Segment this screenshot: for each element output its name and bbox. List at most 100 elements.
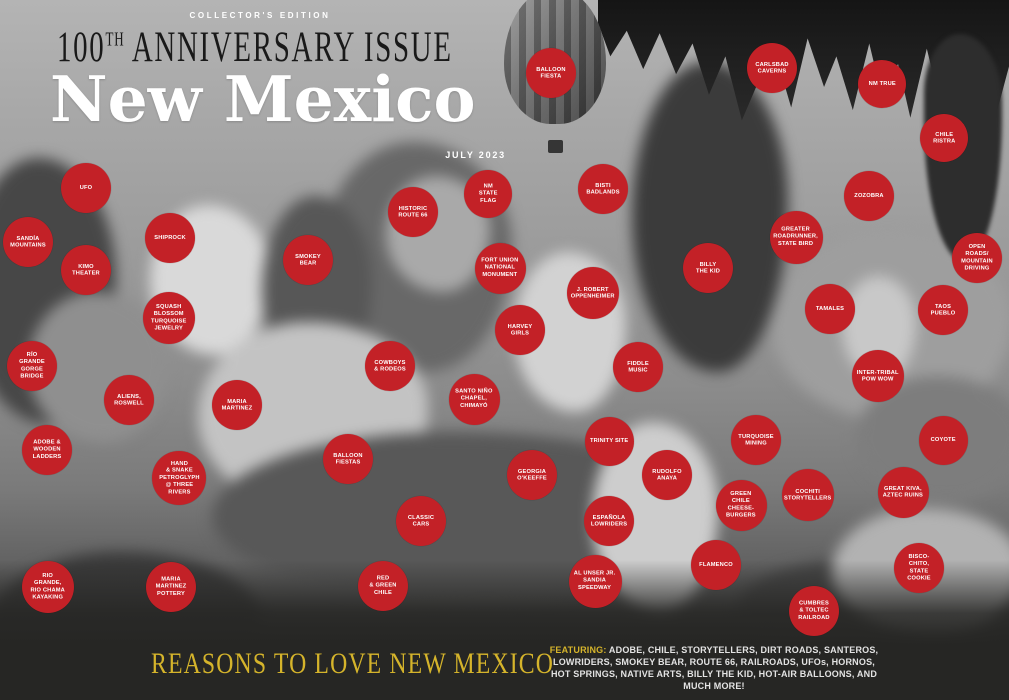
topic-badge-label: HARVEY GIRLS: [507, 322, 533, 337]
topic-badge: SMOKEY BEAR: [283, 235, 333, 285]
topic-badge: SANDÍA MOUNTAINS: [3, 217, 53, 267]
topic-badge: RUDOLFO ANAYA: [642, 450, 692, 500]
topic-badge-label: ADOBE & WOODEN LADDERS: [32, 439, 62, 460]
topic-badge-label: BALLOON FIESTA: [536, 65, 566, 80]
topic-badge: BILLY THE KID: [683, 243, 733, 293]
topic-badge-label: COCHITI STORYTELLERS: [784, 487, 832, 502]
topic-badge: HISTORIC ROUTE 66: [388, 187, 438, 237]
topic-badge-label: SHIPROCK: [154, 234, 186, 241]
topic-badge-label: INTER-TRIBAL POW WOW: [857, 368, 899, 383]
topic-badge: MARIA MARTINEZ: [212, 380, 262, 430]
topic-badge-label: SQUASH BLOSSOM TURQUOISE JEWELRY: [151, 303, 187, 332]
topic-badge: BALLOON FIESTAS: [323, 434, 373, 484]
topic-badge: HAND & SNAKE PETROGLYPH @ THREE RIVERS: [152, 451, 206, 505]
topic-badge: TRINITY SITE: [584, 416, 634, 466]
tagline: REASONS TO LOVE NEW MEXICO: [151, 648, 555, 680]
topic-badge-label: BISTI BADLANDS: [586, 181, 620, 196]
topic-badge: NM STATE FLAG: [464, 170, 512, 218]
topic-badge: TAOS PUEBLO: [918, 285, 968, 335]
topic-badge: RED & GREEN CHILE: [358, 561, 408, 611]
topic-badge-label: GEORGIA O'KEEFFE: [517, 467, 547, 482]
topic-badge-label: CARLSBAD CAVERNS: [755, 60, 789, 75]
topic-badge: COCHITI STORYTELLERS: [782, 469, 834, 521]
topic-badge-label: UFO: [79, 184, 93, 191]
topic-badge-label: BISCO- CHITO, STATE COOKIE: [907, 553, 931, 582]
topic-badge-label: CUMBRES & TOLTEC RAILROAD: [798, 600, 830, 621]
topic-badge: UFO: [61, 163, 111, 213]
magazine-title-logo: New Mexico: [50, 62, 476, 136]
headline-number: 100: [57, 24, 106, 72]
topic-badge: FIDDLE MUSIC: [613, 342, 663, 392]
topic-badge-label: RÍO GRANDE GORGE BRIDGE: [19, 351, 45, 380]
topic-badge: ZOZOBRA: [844, 171, 894, 221]
topic-badge-label: HISTORIC ROUTE 66: [398, 204, 428, 219]
topic-badge-label: OPEN ROADS/ MOUNTAIN DRIVING: [961, 243, 993, 272]
topic-badge-label: ESPAÑOLA LOWRIDERS: [590, 513, 628, 528]
topic-badge: COWBOYS & RODEOS: [365, 341, 415, 391]
topic-badge: SQUASH BLOSSOM TURQUOISE JEWELRY: [143, 292, 195, 344]
topic-badge-label: RUDOLFO ANAYA: [652, 467, 682, 482]
topic-badge-label: COYOTE: [930, 436, 956, 443]
topic-badge: GREAT KIVA, AZTEC RUINS: [877, 466, 929, 518]
headline-ordinal: TH: [105, 28, 125, 51]
topic-badge-label: TRINITY SITE: [589, 437, 629, 444]
topic-badge-label: RED & GREEN CHILE: [369, 575, 397, 596]
topic-badge-label: FIDDLE MUSIC: [627, 359, 649, 374]
topic-badge: KIMO THEATER: [61, 245, 111, 295]
topic-badge: GEORGIA O'KEEFFE: [507, 450, 557, 500]
topic-badge-label: BALLOON FIESTAS: [333, 451, 363, 466]
topic-badge-label: KIMO THEATER: [72, 262, 100, 277]
topic-badge-label: SANDÍA MOUNTAINS: [10, 234, 46, 249]
topic-badge-label: J. ROBERT OPPENHEIMER: [570, 285, 615, 300]
topic-badge: SHIPROCK: [145, 213, 195, 263]
balloon-basket-photo: [548, 140, 563, 153]
topic-badge: AL UNSER JR. SANDIA SPEEDWAY: [568, 554, 622, 608]
topic-badge: CHILE RISTRA: [920, 114, 968, 162]
topic-badge-label: CLASSIC CARS: [407, 513, 435, 528]
topic-badge-label: SANTO NIÑO CHAPEL, CHIMAYÓ: [455, 388, 493, 409]
topic-badge: SANTO NIÑO CHAPEL, CHIMAYÓ: [448, 373, 500, 425]
featuring-label: FEATURING:: [549, 645, 607, 655]
topic-badge: TURQUOISE MINING: [731, 415, 781, 465]
topic-badge: BALLOON FIESTA: [526, 48, 576, 98]
topic-badge: FORT UNION NATIONAL MONUMENT: [474, 242, 526, 294]
topic-badge: ALIENS, ROSWELL: [104, 375, 154, 425]
topic-badge: RÍO GRANDE GORGE BRIDGE: [7, 341, 57, 391]
topic-badge: COYOTE: [918, 415, 968, 465]
topic-badge-label: BILLY THE KID: [695, 260, 720, 275]
topic-badge: TAMALES: [805, 284, 855, 334]
topic-badge: CARLSBAD CAVERNS: [747, 43, 797, 93]
topic-badge: ESPAÑOLA LOWRIDERS: [584, 496, 634, 546]
topic-badge: NM TRUE: [858, 60, 906, 108]
topic-badge-label: COWBOYS & RODEOS: [374, 358, 406, 373]
issue-date: JULY 2023: [445, 150, 506, 160]
collage-blob: [632, 62, 788, 372]
topic-badge-label: TAMALES: [815, 305, 845, 312]
anniversary-headline: 100TH ANNIVERSARY ISSUE: [57, 24, 453, 73]
topic-badge: GREATER ROADRUNNER, STATE BIRD: [769, 210, 823, 264]
topic-badge-label: ZOZOBRA: [854, 192, 884, 199]
featuring-list: ADOBE, CHILE, STORYTELLERS, DIRT ROADS, …: [550, 645, 879, 692]
topic-badge-label: FLAMENCO: [699, 561, 733, 568]
topic-badge: BISTI BADLANDS: [578, 164, 628, 214]
topic-badge-label: SMOKEY BEAR: [295, 252, 321, 267]
headline-rest: ANNIVERSARY ISSUE: [124, 24, 453, 72]
topic-badge: BISCO- CHITO, STATE COOKIE: [894, 543, 944, 593]
topic-badge: CUMBRES & TOLTEC RAILROAD: [789, 586, 839, 636]
topic-badge-label: ALIENS, ROSWELL: [114, 392, 144, 407]
topic-badge-label: FORT UNION NATIONAL MONUMENT: [481, 257, 519, 278]
topic-badge-label: HAND & SNAKE PETROGLYPH @ THREE RIVERS: [158, 460, 200, 495]
topic-badge: INTER-TRIBAL POW WOW: [852, 350, 904, 402]
topic-badge-label: TAOS PUEBLO: [930, 302, 956, 317]
topic-badge-label: AL UNSER JR. SANDIA SPEEDWAY: [574, 570, 616, 591]
topic-badge-label: MARIA MARTINEZ POTTERY: [155, 576, 187, 597]
topic-badge: CLASSIC CARS: [396, 496, 446, 546]
topic-badge-label: MARIA MARTINEZ: [221, 397, 253, 412]
topic-badge-label: NM TRUE: [868, 80, 896, 87]
topic-badge: GREEN CHILE CHEESE- BURGERS: [715, 479, 767, 531]
topic-badge: MARIA MARTINEZ POTTERY: [146, 562, 196, 612]
topic-badge-label: RIO GRANDE, RIO CHAMA KAYAKING: [30, 572, 66, 601]
collectors-edition-label: COLLECTOR'S EDITION: [189, 11, 331, 20]
topic-badge: J. ROBERT OPPENHEIMER: [567, 267, 619, 319]
